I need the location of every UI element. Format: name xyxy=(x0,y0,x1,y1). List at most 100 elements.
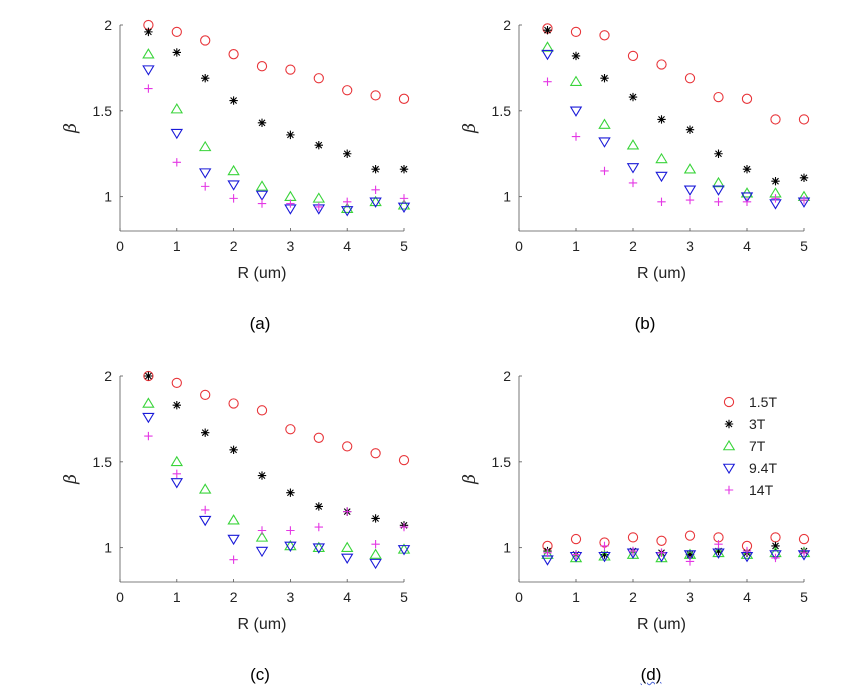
data-point xyxy=(541,555,554,566)
data-point xyxy=(541,49,554,61)
data-point xyxy=(541,548,554,559)
data-point xyxy=(286,130,295,140)
y-tick-label: 1.5 xyxy=(492,103,512,119)
data-point xyxy=(712,548,725,559)
data-point xyxy=(284,541,297,553)
data-point xyxy=(142,412,155,424)
data-point xyxy=(657,115,666,124)
panel-label-a: (a) xyxy=(249,314,271,333)
legend-marker xyxy=(724,485,734,495)
data-point xyxy=(228,398,239,409)
data-point xyxy=(255,531,269,542)
data-point xyxy=(284,539,297,551)
panel-label-d: (d) xyxy=(640,665,662,684)
data-point xyxy=(340,541,354,552)
data-point xyxy=(799,548,809,558)
data-point xyxy=(144,431,153,441)
plot-panel-1: 0 1 2 3 4 511.52R (um)β xyxy=(460,17,811,282)
x-axis-label: R (um) xyxy=(637,265,686,282)
data-point xyxy=(598,551,611,563)
data-point xyxy=(342,441,353,452)
data-point xyxy=(144,371,153,381)
data-point xyxy=(713,91,724,103)
data-point xyxy=(286,199,295,208)
data-point xyxy=(770,532,781,543)
data-point xyxy=(172,400,181,410)
data-point xyxy=(142,397,155,408)
data-point xyxy=(798,114,810,125)
data-point xyxy=(198,483,212,494)
data-point xyxy=(369,195,382,207)
data-point xyxy=(626,163,640,174)
panel-label-c: (c) xyxy=(250,665,270,684)
data-point xyxy=(369,548,382,559)
x-tick-label: 2 xyxy=(230,238,238,254)
data-point xyxy=(286,526,295,535)
x-tick-label: 2 xyxy=(230,589,238,605)
data-point xyxy=(343,197,352,207)
data-point xyxy=(771,541,780,551)
data-point xyxy=(600,541,609,551)
data-point xyxy=(144,84,153,93)
data-point xyxy=(397,202,411,214)
data-point xyxy=(314,522,323,532)
data-point xyxy=(571,51,581,61)
x-axis-label: R (um) xyxy=(238,265,287,282)
data-point xyxy=(799,195,809,205)
data-point xyxy=(714,149,723,158)
y-tick-label: 1.5 xyxy=(93,454,113,470)
legend-label: 14T xyxy=(749,482,774,498)
data-point xyxy=(712,185,725,196)
x-tick-label: 4 xyxy=(343,589,351,605)
data-point xyxy=(714,540,723,549)
series-14T xyxy=(144,84,409,212)
data-point xyxy=(371,514,380,523)
data-point xyxy=(371,540,380,549)
data-point xyxy=(399,522,409,532)
x-tick-label: 3 xyxy=(287,589,295,605)
data-point xyxy=(229,445,238,455)
data-point xyxy=(201,505,210,515)
data-point xyxy=(742,165,752,174)
data-point xyxy=(570,533,582,545)
series-14T xyxy=(543,77,809,207)
data-point xyxy=(657,548,666,558)
data-point xyxy=(201,74,210,83)
data-point xyxy=(628,92,638,102)
series-1-5T xyxy=(143,19,410,104)
data-point xyxy=(255,546,269,558)
legend-label: 9.4T xyxy=(749,460,777,476)
data-point xyxy=(685,125,695,134)
x-tick-label: 0 xyxy=(116,238,124,254)
x-axis-label: R (um) xyxy=(238,616,287,633)
legend-label: 1.5T xyxy=(749,394,777,410)
data-point xyxy=(569,106,583,117)
x-tick-label: 2 xyxy=(629,589,637,605)
data-point xyxy=(770,114,781,125)
series-9-4T xyxy=(142,65,411,217)
data-point xyxy=(284,190,297,201)
legend-label: 3T xyxy=(749,416,766,432)
x-tick-label: 0 xyxy=(515,589,523,605)
data-point xyxy=(683,550,697,561)
data-point xyxy=(170,455,184,467)
data-point xyxy=(685,550,695,559)
data-point xyxy=(714,546,723,556)
data-point xyxy=(144,27,153,37)
data-point xyxy=(171,26,182,38)
plot-panel-2: 0 1 2 3 4 511.52R (um)β xyxy=(61,368,411,633)
data-point xyxy=(600,74,609,83)
y-tick-label: 2 xyxy=(503,368,511,384)
data-point xyxy=(200,389,211,401)
data-point xyxy=(399,194,409,203)
data-point xyxy=(656,59,667,70)
y-tick-label: 2 xyxy=(503,17,511,33)
series-14T xyxy=(543,540,809,566)
series-14T xyxy=(144,431,409,564)
x-tick-label: 5 xyxy=(400,589,408,605)
data-point xyxy=(628,178,638,188)
plot-panel-0: 0 1 2 3 4 511.52R (um)β xyxy=(61,17,411,282)
data-point xyxy=(314,502,323,511)
